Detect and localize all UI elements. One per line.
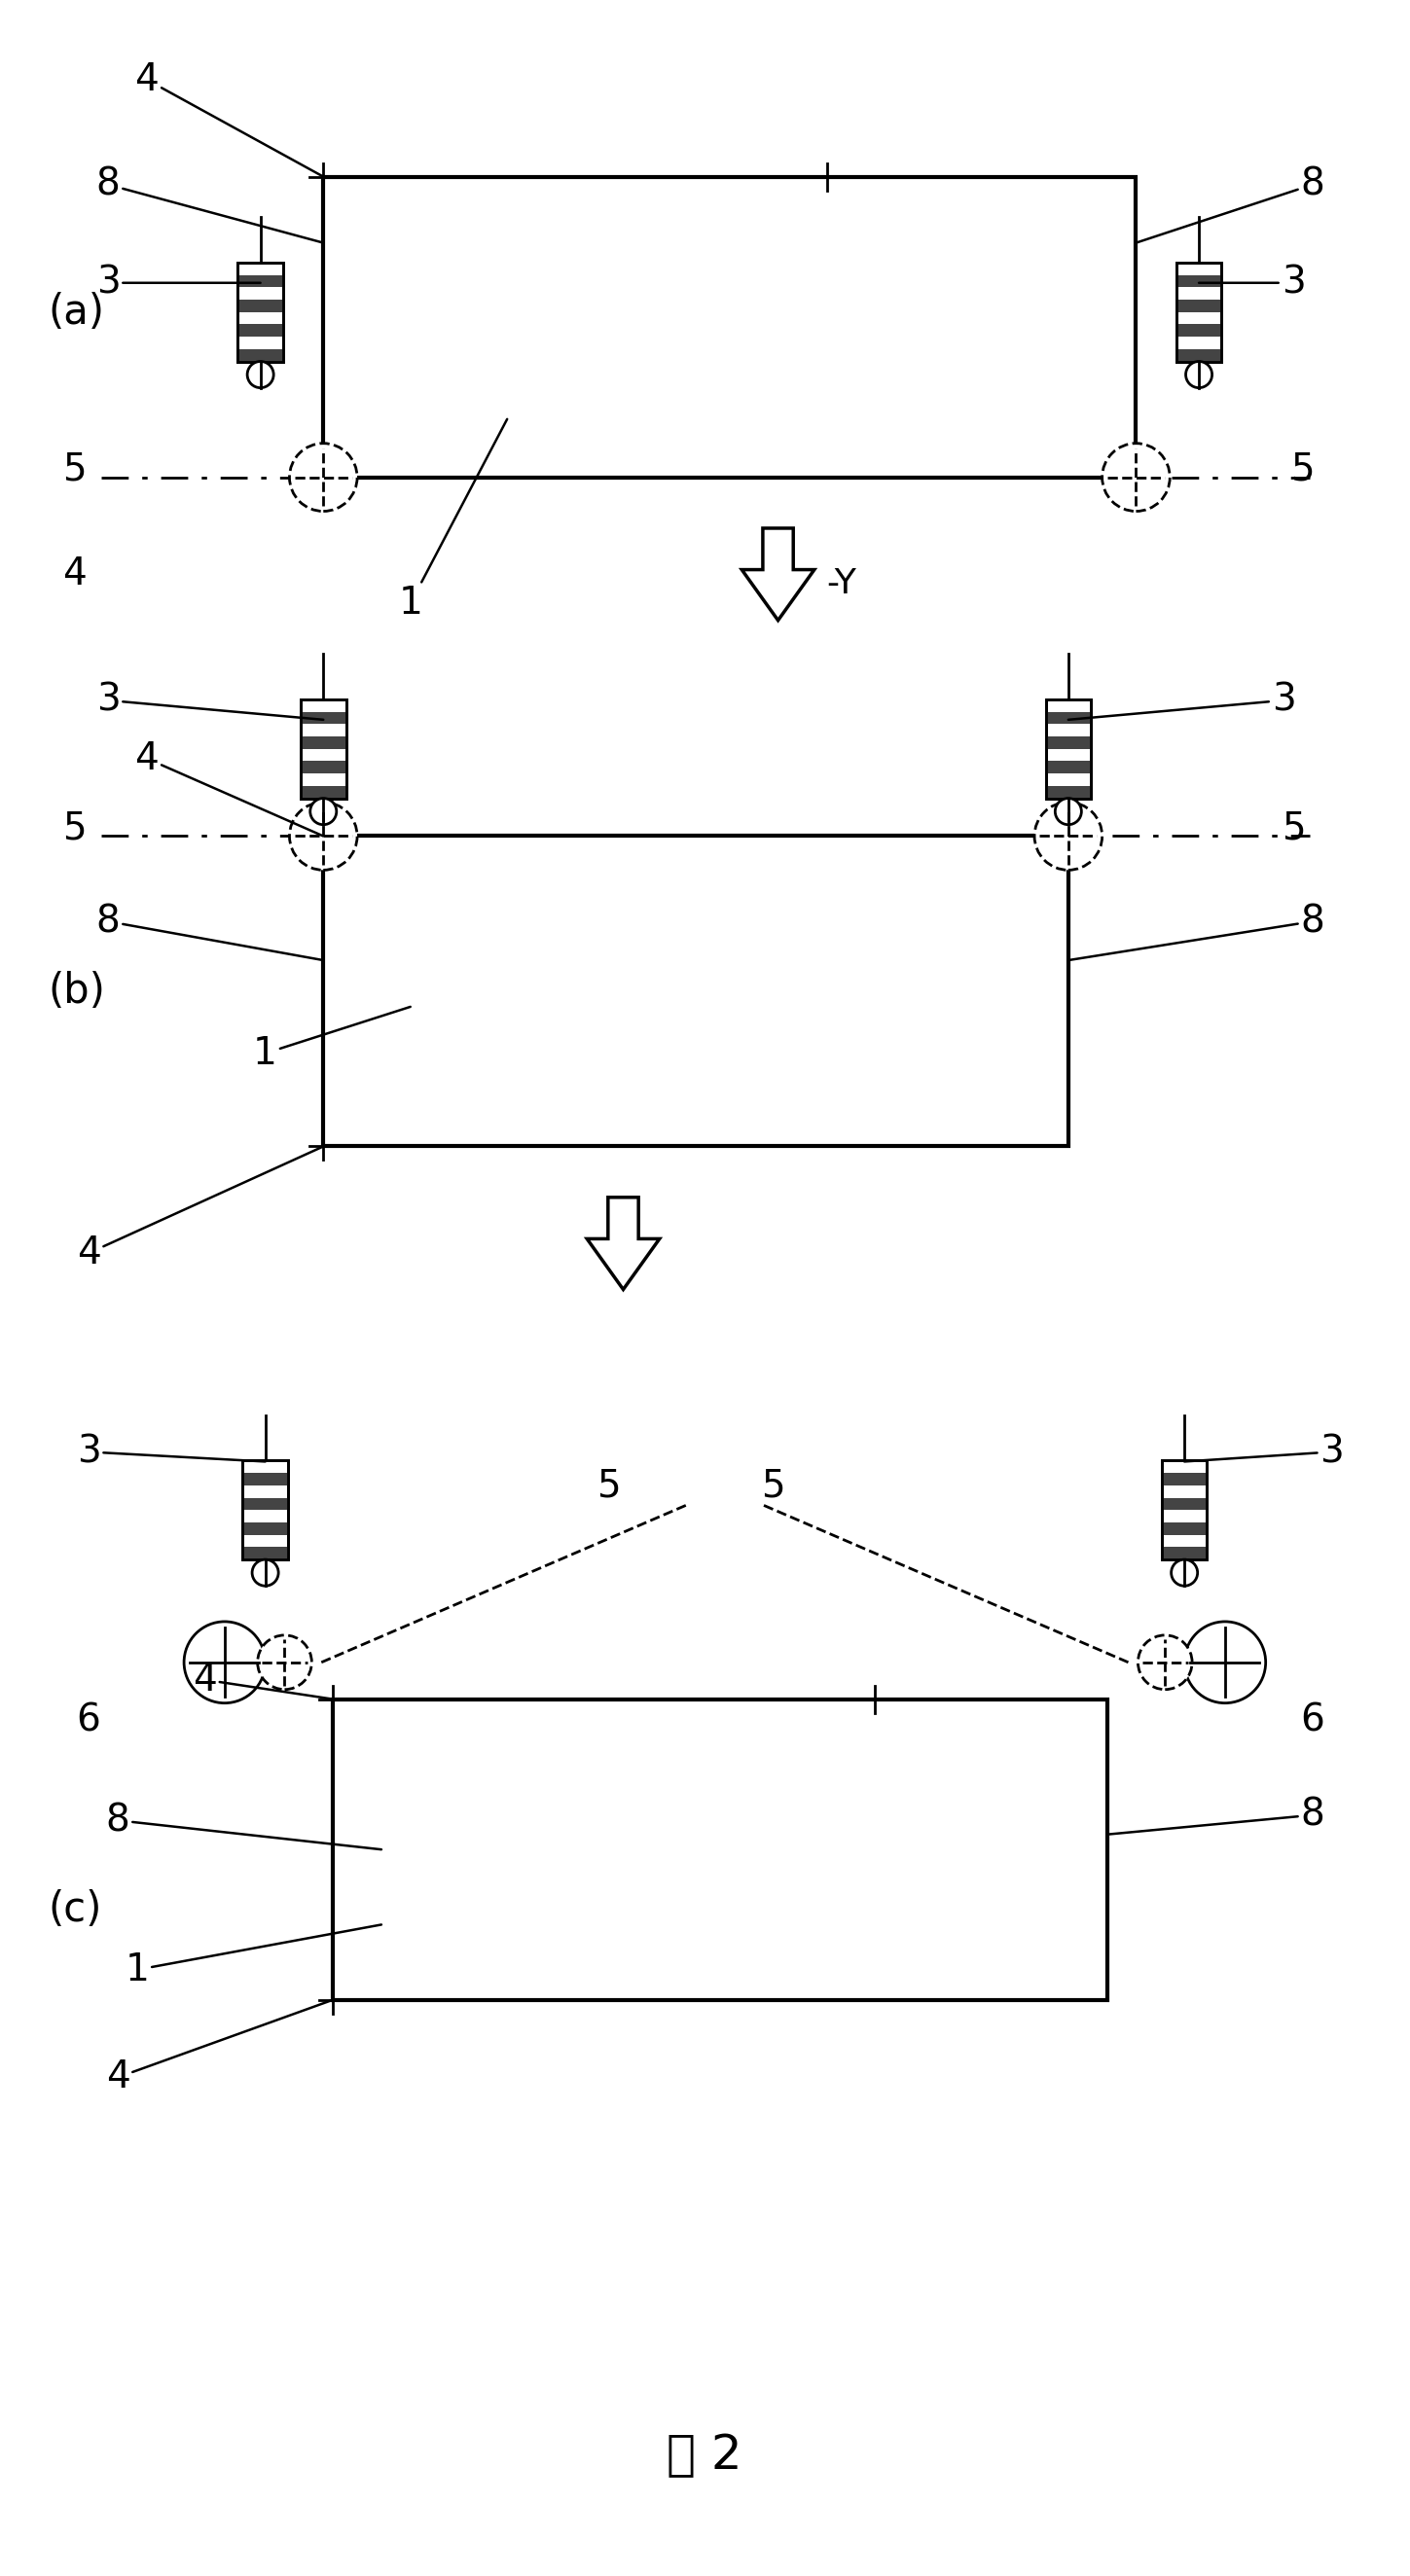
Bar (243, 1497, 288, 1510)
Bar (238, 263, 283, 361)
Text: 5: 5 (596, 1468, 620, 1504)
Bar (243, 1548, 288, 1558)
Bar (323, 178, 1136, 477)
Circle shape (1172, 1558, 1197, 1587)
Text: 4: 4 (106, 1999, 333, 2097)
Text: 5: 5 (1282, 809, 1306, 848)
Bar (1162, 1522, 1207, 1535)
Bar (238, 276, 283, 286)
Bar (1046, 760, 1091, 773)
Bar (238, 348, 283, 361)
Text: 5: 5 (62, 809, 86, 848)
Bar (1176, 276, 1221, 286)
Bar (300, 760, 345, 773)
Circle shape (1184, 1623, 1266, 1703)
Bar (1162, 1461, 1207, 1558)
Circle shape (1138, 1636, 1191, 1690)
Text: 3: 3 (1069, 683, 1296, 719)
Text: 8: 8 (96, 904, 323, 961)
Text: 图 2: 图 2 (667, 2432, 742, 2478)
Text: 8: 8 (1069, 904, 1324, 961)
Text: 3: 3 (76, 1432, 265, 1471)
Bar (300, 698, 345, 799)
Bar (1176, 348, 1221, 361)
Text: 1: 1 (398, 420, 508, 621)
Circle shape (1186, 361, 1213, 389)
Text: 3: 3 (1184, 1432, 1344, 1471)
Bar (300, 698, 345, 799)
Bar (1176, 263, 1221, 361)
Text: 5: 5 (62, 451, 86, 487)
Circle shape (1055, 799, 1081, 824)
Circle shape (247, 361, 274, 389)
Text: (a): (a) (48, 291, 104, 332)
Text: 6: 6 (1300, 1703, 1324, 1739)
Text: 4: 4 (62, 556, 86, 592)
Bar (1162, 1473, 1207, 1486)
Text: 8: 8 (106, 1801, 381, 1850)
Bar (238, 325, 283, 337)
Circle shape (310, 799, 337, 824)
Text: 8: 8 (1107, 1795, 1324, 1834)
Polygon shape (587, 1198, 660, 1291)
Text: 4: 4 (76, 1146, 323, 1273)
Bar (1176, 263, 1221, 361)
Bar (1046, 737, 1091, 750)
Text: 4: 4 (193, 1662, 333, 1700)
Text: 5: 5 (761, 1468, 785, 1504)
Text: 4: 4 (135, 62, 323, 178)
Text: 3: 3 (1198, 265, 1306, 301)
Text: 8: 8 (1136, 165, 1324, 242)
Bar (1176, 325, 1221, 337)
Bar (243, 1473, 288, 1486)
Text: 3: 3 (96, 683, 323, 719)
Bar (1046, 711, 1091, 724)
Bar (1176, 299, 1221, 312)
Bar (238, 263, 283, 361)
Bar (1046, 698, 1091, 799)
Circle shape (1103, 443, 1170, 510)
Text: -Y: -Y (826, 567, 856, 600)
Circle shape (185, 1623, 265, 1703)
Text: 1: 1 (254, 1007, 410, 1072)
Bar (300, 737, 345, 750)
Bar (243, 1461, 288, 1558)
Text: 4: 4 (135, 739, 323, 837)
Polygon shape (742, 528, 815, 621)
Bar (1162, 1497, 1207, 1510)
Text: 3: 3 (96, 265, 261, 301)
Bar (243, 1522, 288, 1535)
Bar (1046, 786, 1091, 799)
Bar (333, 1700, 1107, 1999)
Bar (323, 837, 1069, 1146)
Text: 1: 1 (125, 1924, 381, 1989)
Bar (300, 786, 345, 799)
Circle shape (258, 1636, 312, 1690)
Bar (1046, 698, 1091, 799)
Text: (b): (b) (48, 971, 104, 1012)
Bar (1162, 1548, 1207, 1558)
Bar (300, 711, 345, 724)
Text: 5: 5 (1290, 451, 1314, 487)
Circle shape (1035, 801, 1103, 871)
Bar (238, 299, 283, 312)
Bar (243, 1461, 288, 1558)
Circle shape (252, 1558, 278, 1587)
Bar (1162, 1461, 1207, 1558)
Text: (c): (c) (48, 1888, 102, 1929)
Circle shape (289, 443, 357, 510)
Circle shape (289, 801, 357, 871)
Text: 6: 6 (76, 1703, 100, 1739)
Text: 8: 8 (96, 165, 323, 242)
